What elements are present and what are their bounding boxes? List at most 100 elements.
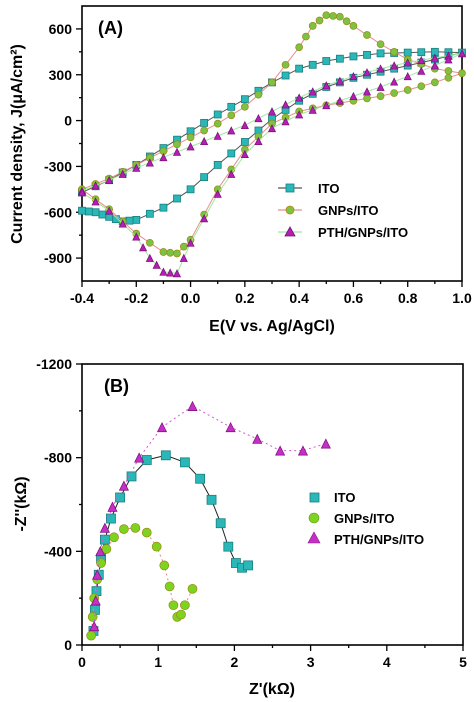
y-tick-label: -400 xyxy=(44,543,72,559)
data-point-gnps-ito xyxy=(444,67,453,75)
x-tick-label: 0.4 xyxy=(289,290,309,306)
legend-ito-label: ITO xyxy=(318,181,339,196)
data-point-gnps-ito xyxy=(164,581,175,592)
data-point-gnps-ito xyxy=(159,560,170,571)
data-point-gnps-ito xyxy=(241,102,249,111)
data-point-gnps-ito xyxy=(130,523,141,533)
legend-ito-marker xyxy=(285,183,295,193)
data-point-gnps-ito xyxy=(173,140,181,149)
panel-a-series xyxy=(77,11,467,278)
data-point-pth-gnps-ito xyxy=(186,238,195,247)
data-point-pth-gnps-ito xyxy=(403,71,412,81)
data-point-pth-gnps-ito xyxy=(417,66,426,75)
panel-a-y-axis-title: Current density, J(μA/cm²) xyxy=(9,44,26,244)
data-point-ito xyxy=(160,450,171,461)
panel-b: 0 1 2 3 4 5 0 -400 -800 -1200 (B) -Z''(kΩ) Z'(kΩ)… xyxy=(13,356,467,698)
data-point-pth-gnps-ito xyxy=(107,501,118,512)
data-point-pth-gnps-ito xyxy=(335,96,344,105)
data-point-pth-gnps-ito xyxy=(362,87,372,96)
data-point-pth-gnps-ito xyxy=(186,142,195,151)
data-point-ito xyxy=(295,64,304,73)
data-point-gnps-ito xyxy=(109,532,119,543)
data-point-pth-gnps-ito xyxy=(267,123,277,133)
data-point-pth-gnps-ito xyxy=(118,169,127,178)
data-point-gnps-ito xyxy=(173,249,181,258)
data-point-pth-gnps-ito xyxy=(139,243,148,252)
data-point-pth-gnps-ito xyxy=(275,445,286,456)
data-point-ito xyxy=(84,207,93,216)
panel-b-plot-frame xyxy=(81,363,464,646)
data-point-pth-gnps-ito xyxy=(308,105,317,114)
legend-b-pth-label: PTH/GNPs/ITO xyxy=(334,532,424,547)
data-point-gnps-ito xyxy=(390,47,398,56)
data-point-gnps-ito xyxy=(403,86,412,94)
x-tick-label: 0 xyxy=(78,654,86,670)
data-point-ito xyxy=(99,534,110,545)
y-tick-label: -800 xyxy=(44,450,72,466)
data-point-gnps-ito xyxy=(431,78,439,87)
data-point-pth-gnps-ito xyxy=(134,452,145,463)
data-point-ito xyxy=(227,149,236,158)
series-line-pth-gnps-ito xyxy=(93,405,326,627)
data-point-pth-gnps-ito xyxy=(159,152,168,162)
data-point-pth-gnps-ito xyxy=(225,421,236,433)
panel-b-y-axis-title: -Z''(kΩ) xyxy=(13,476,30,531)
data-point-gnps-ito xyxy=(363,94,371,103)
panel-b-ticks: 0 1 2 3 4 5 0 -400 -800 -1200 xyxy=(36,356,467,670)
data-point-pth-gnps-ito xyxy=(349,71,358,81)
data-point-pth-gnps-ito xyxy=(252,433,263,444)
data-point-pth-gnps-ito xyxy=(403,58,412,67)
data-point-pth-gnps-ito xyxy=(166,268,175,277)
data-point-gnps-ito xyxy=(315,16,324,25)
data-point-gnps-ito xyxy=(417,82,426,91)
panel-b-x-axis-title: Z'(kΩ) xyxy=(249,681,295,698)
data-point-pth-gnps-ito xyxy=(89,620,100,632)
data-point-ito xyxy=(308,60,317,69)
data-point-pth-gnps-ito xyxy=(200,136,209,146)
data-point-pth-gnps-ito xyxy=(227,126,236,135)
data-point-gnps-ito xyxy=(329,12,337,20)
data-point-gnps-ito xyxy=(166,248,175,257)
data-point-gnps-ito xyxy=(227,111,236,120)
data-point-pth-gnps-ito xyxy=(156,421,168,433)
data-point-gnps-ito xyxy=(146,238,154,247)
data-point-pth-gnps-ito xyxy=(430,61,439,70)
data-point-pth-gnps-ito xyxy=(91,197,100,206)
data-point-pth-gnps-ito xyxy=(213,131,222,140)
y-tick-label: 300 xyxy=(49,67,73,83)
data-point-pth-gnps-ito xyxy=(322,81,331,90)
y-tick-label: -1200 xyxy=(36,356,72,372)
x-tick-label: 2 xyxy=(231,654,239,670)
data-point-pth-gnps-ito xyxy=(91,181,100,190)
data-point-gnps-ito xyxy=(119,524,129,534)
data-point-pth-gnps-ito xyxy=(172,269,182,278)
data-point-ito xyxy=(115,492,125,503)
data-point-gnps-ito xyxy=(302,32,310,41)
data-point-gnps-ito xyxy=(254,90,263,99)
data-point-ito xyxy=(173,194,181,203)
data-point-pth-gnps-ito xyxy=(281,117,290,126)
panel-a-legend: ITO GNPs/ITO PTH/GNPs/ITO xyxy=(278,181,408,240)
data-point-ito xyxy=(159,203,168,212)
data-point-pth-gnps-ito xyxy=(99,522,110,533)
data-point-pth-gnps-ito xyxy=(322,101,331,110)
data-point-gnps-ito xyxy=(363,31,371,39)
data-point-ito xyxy=(240,95,249,104)
data-point-pth-gnps-ito xyxy=(159,267,168,276)
y-tick-label: -600 xyxy=(44,204,72,220)
data-point-pth-gnps-ito xyxy=(240,120,249,130)
data-point-ito xyxy=(125,216,134,225)
data-point-ito xyxy=(200,173,209,182)
data-point-ito xyxy=(106,513,116,524)
data-point-ito xyxy=(132,215,141,224)
data-point-ito xyxy=(349,52,358,61)
data-point-pth-gnps-ito xyxy=(92,569,103,580)
data-point-gnps-ito xyxy=(200,126,208,135)
x-tick-label: 0.6 xyxy=(344,290,364,306)
data-point-ito xyxy=(179,457,190,468)
panel-a: -0.4 -0.2 0.0 0.2 0.4 0.6 0.8 1.0 -900 -600 -300 0 3… xyxy=(9,5,472,335)
panel-b-label: (B) xyxy=(104,376,129,396)
data-point-gnps-ito xyxy=(342,17,351,26)
data-point-gnps-ito xyxy=(444,73,453,82)
data-point-gnps-ito xyxy=(101,544,112,554)
